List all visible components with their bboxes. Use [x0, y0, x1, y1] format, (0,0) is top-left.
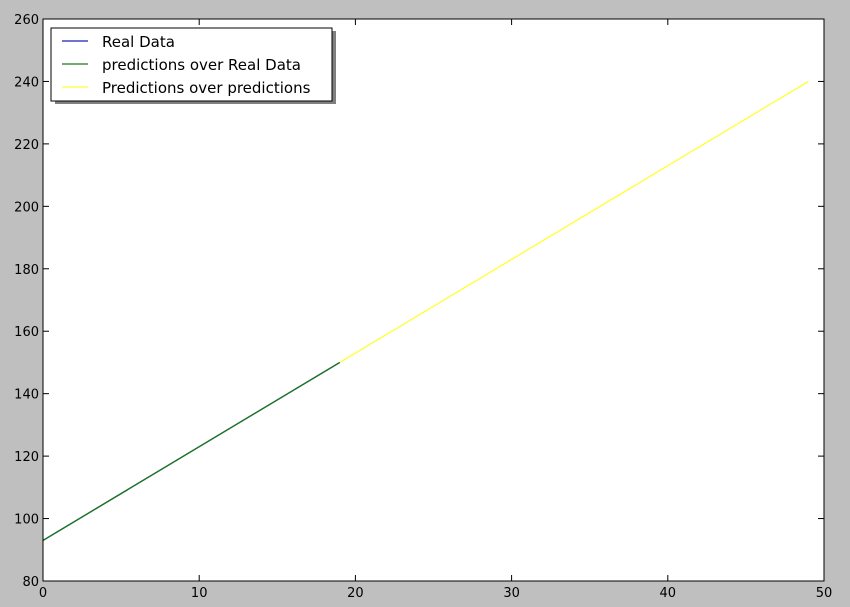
plot-frame [42, 18, 825, 582]
y-tick-label: 220 [14, 138, 39, 153]
legend-label-predictions-predictions: Predictions over predictions [102, 79, 311, 97]
series-layer [42, 80, 809, 541]
y-tick-label: 260 [14, 13, 39, 28]
y-tick-label: 100 [14, 513, 39, 528]
legend-label-predictions-real: predictions over Real Data [102, 56, 301, 74]
x-tick-label: 50 [816, 586, 833, 601]
series-line-1 [42, 361, 341, 541]
y-tick-label: 160 [14, 325, 39, 340]
plot-area [43, 19, 824, 581]
x-tick-label: 30 [503, 586, 520, 601]
x-tick-label: 10 [191, 586, 208, 601]
x-tick-label: 40 [660, 586, 677, 601]
x-tick-label: 20 [347, 586, 364, 601]
y-tick-label: 180 [14, 263, 39, 278]
y-tick-label: 80 [22, 575, 39, 590]
legend: Real Data predictions over Real Data Pre… [50, 27, 336, 104]
y-tick-label: 140 [14, 388, 39, 403]
tick-layer: 0 10 20 30 40 50 80 100 120 140 160 180 200 220 240 260 [14, 13, 832, 601]
y-tick-label: 200 [14, 200, 39, 215]
x-tick-label: 0 [39, 586, 47, 601]
y-tick-label: 120 [14, 450, 39, 465]
legend-label-real-data: Real Data [102, 33, 175, 51]
legend-box [50, 27, 333, 102]
y-tick-label: 240 [14, 75, 39, 90]
series-line-2 [339, 80, 809, 364]
